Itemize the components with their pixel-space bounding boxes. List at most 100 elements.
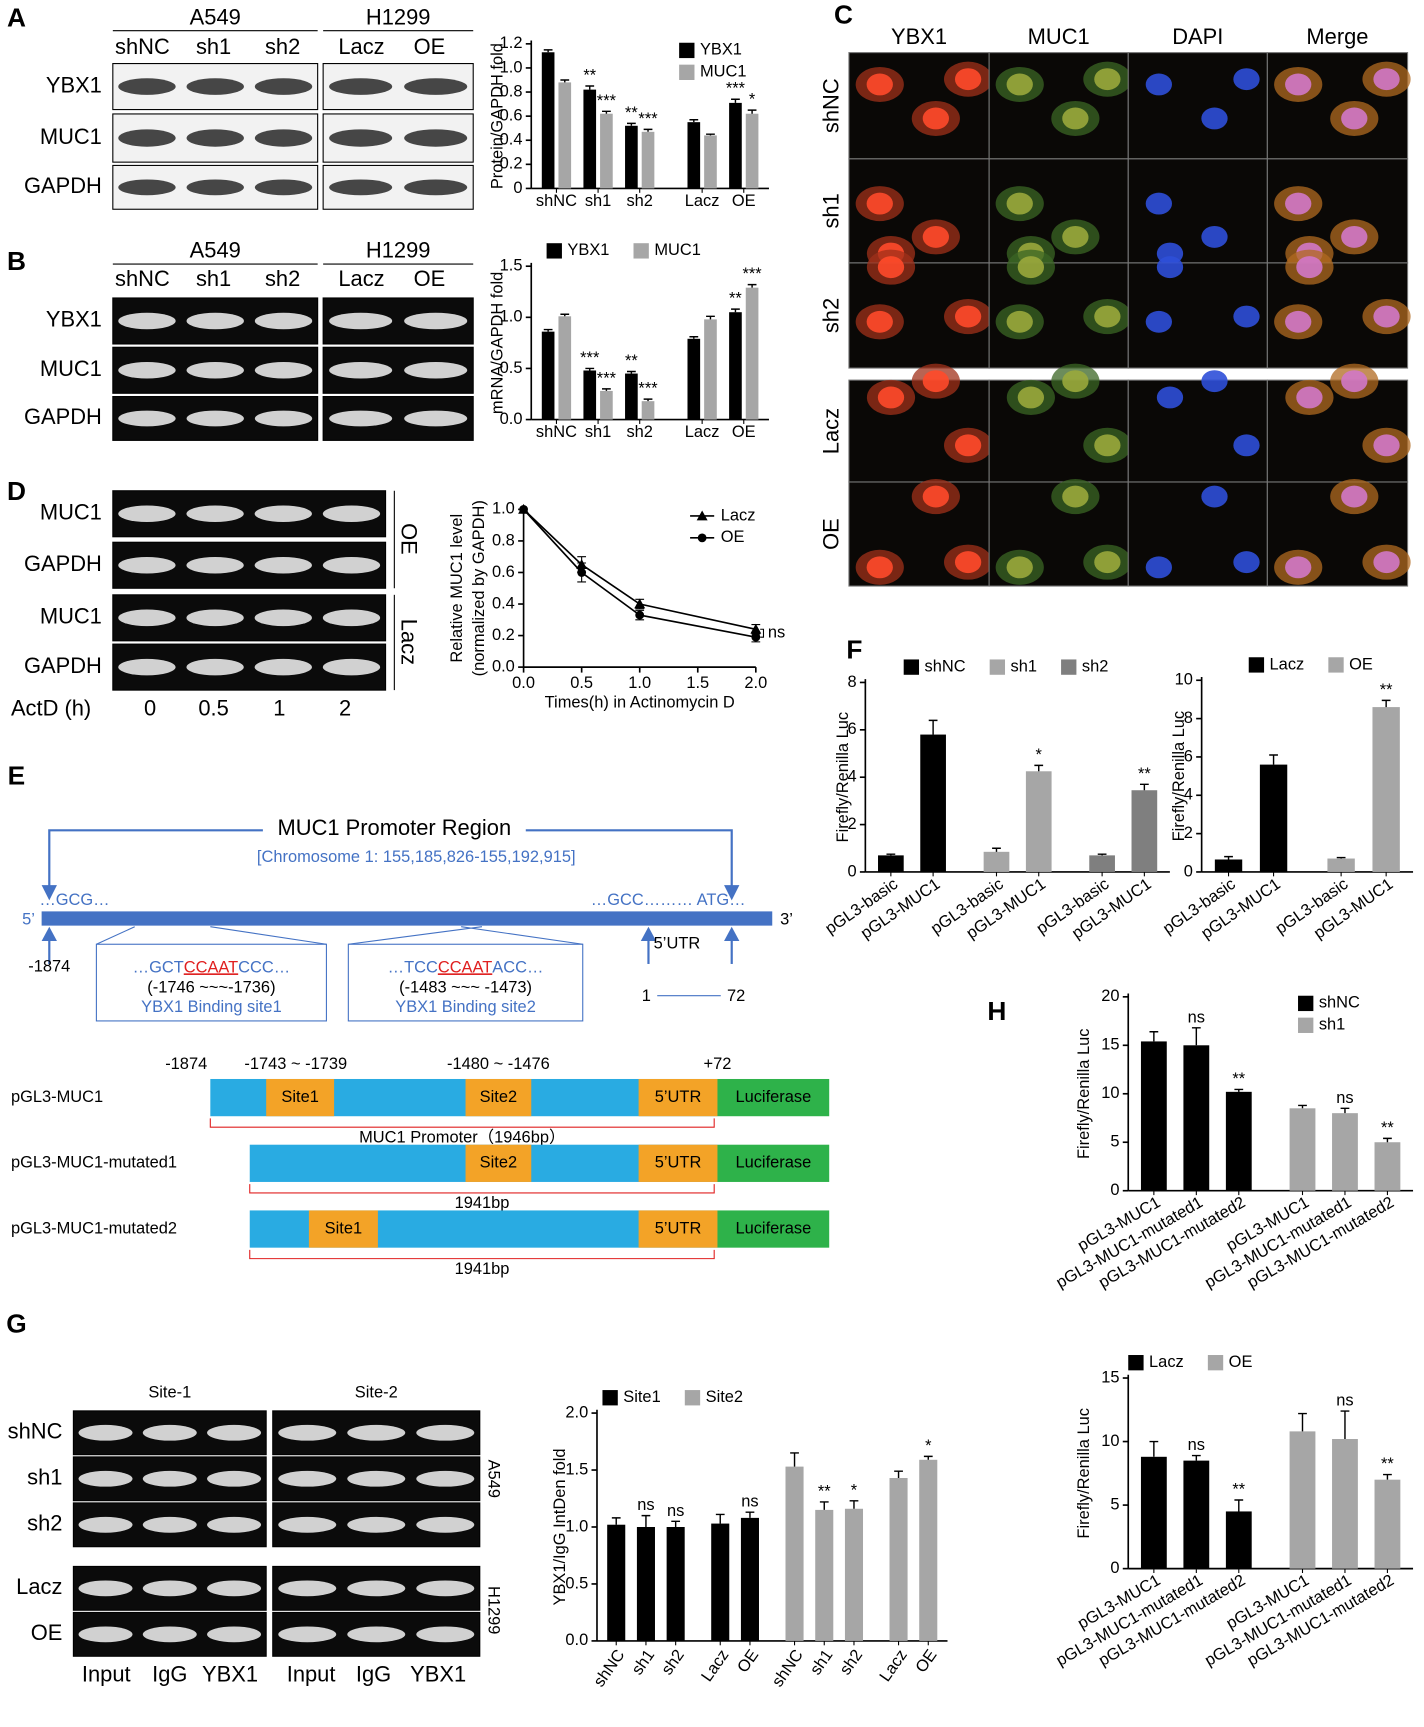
nucleus <box>922 107 949 130</box>
nucleus <box>1341 225 1368 248</box>
segment-label: Luciferase <box>735 1088 811 1106</box>
band <box>254 179 313 196</box>
lane-label: IgG <box>152 1662 187 1687</box>
nucleus <box>954 434 982 457</box>
nucleus <box>1062 107 1089 130</box>
point <box>634 598 646 609</box>
y-tick-label: 0.4 <box>500 131 523 149</box>
lane-label: shNC <box>115 266 170 291</box>
bar <box>1374 1142 1401 1191</box>
band <box>254 78 313 95</box>
panel-letter: H <box>987 996 1006 1026</box>
legend-label: OE <box>1349 655 1373 673</box>
y-tick-label: 0.5 <box>565 1574 588 1592</box>
legend-swatch <box>1328 657 1344 673</box>
band <box>254 505 312 523</box>
band <box>322 658 381 676</box>
band <box>118 361 176 379</box>
error-bar <box>543 328 553 332</box>
nucleus <box>1006 310 1033 333</box>
significance: ** <box>1380 681 1393 699</box>
band <box>186 556 244 574</box>
legend-label: sh1 <box>1010 657 1036 675</box>
error-bar <box>626 122 636 126</box>
y-tick-label: 5 <box>1110 1495 1119 1513</box>
error-bar <box>689 119 699 123</box>
nucleus <box>1341 485 1368 508</box>
length-bracket <box>249 1249 715 1260</box>
segment-label: Luciferase <box>735 1219 811 1237</box>
site-name: YBX1 Binding site1 <box>141 998 282 1016</box>
row-label: OE <box>31 1620 63 1645</box>
significance: ** <box>1381 1119 1394 1137</box>
error-bar <box>671 1520 681 1527</box>
bar <box>844 1508 864 1641</box>
group-label: Site-2 <box>355 1384 398 1402</box>
legend-label: OE <box>1229 1353 1253 1371</box>
y-tick-label: 10 <box>1101 1084 1119 1102</box>
band <box>404 78 468 95</box>
site-sequence: …GCTCCAATCCC… <box>133 959 291 977</box>
bar <box>704 319 717 420</box>
y-tick-label: 15 <box>1101 1036 1119 1054</box>
band <box>186 312 244 330</box>
legend-label: sh2 <box>1082 657 1108 675</box>
y-tick-label: 0.2 <box>500 155 523 173</box>
bar <box>983 851 1010 872</box>
bar <box>1332 1439 1358 1569</box>
region-bracket <box>48 829 733 893</box>
error-bar <box>819 1501 829 1510</box>
nucleus <box>1017 256 1045 279</box>
sequence-flank: …GCT <box>133 959 184 977</box>
nucleus <box>1094 551 1121 574</box>
nucleus <box>922 485 949 508</box>
y-tick-label: 1.5 <box>565 1460 588 1478</box>
ns-bracket <box>760 628 765 638</box>
bar <box>666 1526 685 1641</box>
error-bar <box>689 336 699 339</box>
bar <box>600 390 613 420</box>
band <box>78 1424 133 1441</box>
row-label: MUC1 <box>40 604 102 629</box>
bar <box>1259 764 1288 872</box>
significance: ** <box>818 1482 831 1500</box>
band <box>278 1580 337 1597</box>
legend-swatch <box>1061 659 1077 675</box>
panel-letter: E <box>8 761 26 791</box>
lane-label: shNC <box>115 34 170 59</box>
segment-label: 5’UTR <box>655 1154 702 1172</box>
legend-swatch <box>679 64 695 80</box>
nucleus <box>1373 305 1400 328</box>
nucleus <box>1373 551 1400 574</box>
site-connector <box>96 926 327 945</box>
site-connector <box>348 926 583 945</box>
error-bar <box>641 1514 651 1527</box>
row-label: YBX1 <box>46 72 102 97</box>
error-bar <box>626 370 636 374</box>
band <box>416 1424 475 1441</box>
bar <box>1289 1108 1316 1191</box>
channel-label: YBX1 <box>891 24 947 49</box>
significance: * <box>851 1481 858 1499</box>
nucleus <box>1094 305 1121 328</box>
x-tick-label: Lacz <box>685 423 720 441</box>
significance: *** <box>580 349 600 367</box>
bar <box>541 52 555 189</box>
error-bar <box>706 315 715 320</box>
y-tick-label: 0.0 <box>500 410 523 428</box>
nucleus <box>1094 68 1121 91</box>
row-label: sh1 <box>818 193 843 228</box>
diagram-title: MUC1 Promoter Region <box>278 815 512 840</box>
legend-swatch <box>1128 1355 1144 1371</box>
sequence-flank: …TCC <box>388 959 438 977</box>
error-bar <box>1383 1137 1392 1143</box>
y-axis-label: Firefly/Renilla Luc <box>1075 1408 1093 1539</box>
y-tick-label: 0.5 <box>500 359 523 377</box>
error-bar <box>1298 1104 1307 1109</box>
promoter-bar <box>41 911 773 926</box>
band <box>416 1470 475 1487</box>
band <box>329 312 393 330</box>
y-tick-label: 2 <box>847 815 856 833</box>
bar <box>1327 858 1355 872</box>
bar <box>583 370 597 420</box>
